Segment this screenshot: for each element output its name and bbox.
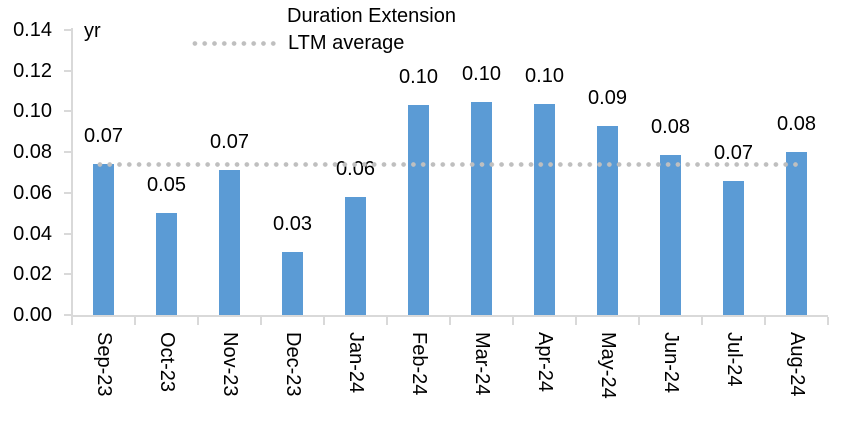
y-axis-tick-mark [64,191,72,194]
bar-feb-24 [408,105,429,315]
x-axis-tick-mark [701,317,703,325]
legend-item-duration-extension: Duration Extension [190,3,456,29]
data-label-feb-24: 0.10 [399,66,438,89]
bar-mar-24 [471,102,492,315]
x-axis-label-oct-23: Oct-23 [155,332,178,393]
data-label-apr-24: 0.10 [525,65,564,88]
data-label-oct-23: 0.05 [147,174,186,197]
data-label-jan-24: 0.06 [336,157,375,180]
y-axis-tick-mark [64,273,72,276]
y-axis-tick-label: 0.08 [13,141,52,164]
x-axis-label-nov-23: Nov-23 [218,332,241,397]
x-axis-tick-mark [386,317,388,325]
data-label-dec-23: 0.03 [273,212,312,235]
data-label-nov-23: 0.07 [210,131,249,154]
legend-dotted-line-swatch-icon [190,40,278,46]
bar-jan-24 [345,196,366,315]
x-axis-label-may-24: May-24 [596,332,619,399]
data-label-sep-23: 0.07 [84,125,123,148]
legend-average-label: LTM average [288,32,405,54]
x-axis-label-jun-24: Jun-24 [659,332,682,394]
y-axis-tick-label: 0.00 [13,304,52,326]
bar-nov-23 [219,170,240,315]
bar-may-24 [597,125,618,315]
data-label-aug-24: 0.08 [777,113,816,136]
x-axis-label-sep-23: Sep-23 [92,332,115,397]
x-axis-label-dec-23: Dec-23 [281,332,304,397]
bar-oct-23 [156,213,177,315]
data-label-jul-24: 0.07 [714,141,753,164]
x-axis-tick-mark [764,317,766,325]
y-axis-tick-label: 0.06 [13,181,52,204]
x-axis-tick-mark [449,317,451,325]
legend-item-ltm-average: LTM average [190,31,404,55]
x-axis-tick-mark [512,317,514,325]
y-axis-line [71,28,73,317]
y-axis-tick-label: 0.04 [13,222,52,245]
x-axis-tick-mark [827,317,829,325]
y-axis-tick-mark [64,69,72,72]
bar-apr-24 [534,104,555,315]
y-axis-tick-mark [64,314,72,316]
y-axis-tick-label: 0.02 [13,263,52,286]
x-axis-label-aug-24: Aug-24 [785,332,808,397]
x-axis-tick-mark [323,317,325,325]
y-axis-tick-label: 0.12 [13,59,52,82]
bar-dec-23 [282,251,303,315]
bar-jun-24 [660,155,681,315]
ltm-average-line [95,162,802,168]
legend-series-label: Duration Extension [287,5,456,27]
x-axis-tick-mark [638,317,640,325]
y-axis-tick-mark [64,151,72,154]
y-axis-unit-label: yr [84,20,101,42]
x-axis-label-jan-24: Jan-24 [344,332,367,394]
y-axis-tick-label: 0.14 [13,19,52,41]
x-axis-line [71,315,828,317]
y-axis-tick-mark [64,110,72,113]
legend-bar-swatch-icon [195,10,277,22]
x-axis-tick-mark [197,317,199,325]
data-label-jun-24: 0.08 [651,116,690,139]
bar-sep-23 [93,164,114,315]
x-axis-label-feb-24: Feb-24 [407,332,430,396]
x-axis-tick-mark [575,317,577,325]
x-axis-label-mar-24: Mar-24 [470,332,493,396]
x-axis-label-jul-24: Jul-24 [722,332,745,387]
y-axis-tick-mark [64,29,72,31]
data-label-mar-24: 0.10 [462,63,501,86]
data-label-may-24: 0.09 [588,86,627,109]
bar-jul-24 [723,180,744,315]
bar-aug-24 [786,152,807,315]
x-axis-label-apr-24: Apr-24 [533,332,556,393]
y-axis-tick-label: 0.10 [13,100,52,123]
x-axis-tick-mark [260,317,262,325]
x-axis-tick-mark [134,317,136,325]
y-axis-tick-mark [64,232,72,235]
x-axis-tick-mark [71,317,73,325]
